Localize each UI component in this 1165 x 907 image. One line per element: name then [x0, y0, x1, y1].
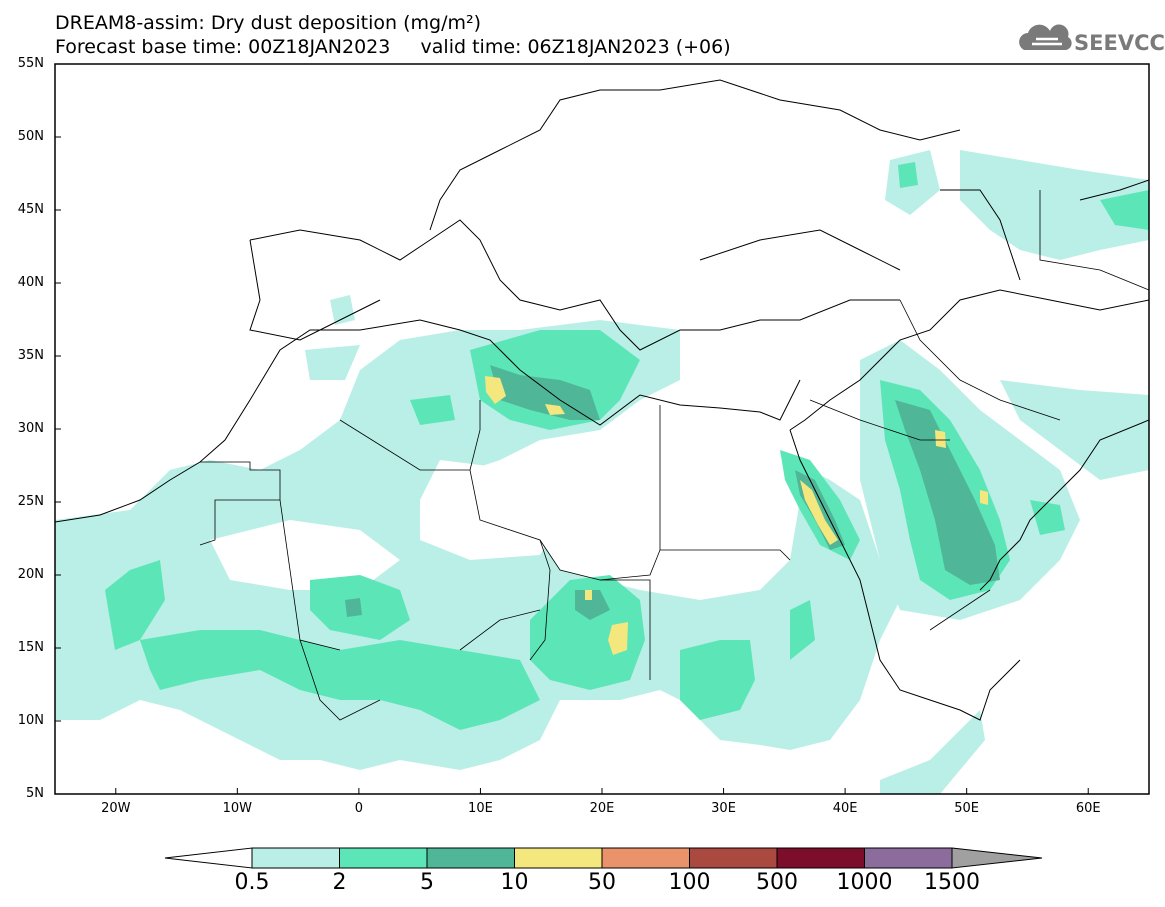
colorbar-level-label: 50 [588, 870, 616, 895]
lon-tick-label: 0 [354, 801, 364, 816]
valid-time: valid time: 06Z18JAN2023 (+06) [420, 36, 731, 58]
colorbar-level-label: 5 [420, 870, 434, 895]
dust-map [54, 63, 1150, 795]
map-title: DREAM8-assim: Dry dust deposition (mg/m²… [55, 12, 482, 34]
colorbar-swatch [514, 847, 603, 869]
lat-tick-label: 45N [17, 202, 44, 217]
colorbar-swatch [251, 847, 340, 869]
colorbar-swatch [426, 847, 515, 869]
lon-tick-label: 10W [222, 801, 253, 816]
coastlines [55, 79, 1149, 721]
dust-field [55, 79, 1149, 794]
lat-tick-label: 55N [17, 56, 44, 71]
colorbar-level-label: 500 [756, 870, 798, 895]
colorbar-level-label: 2 [332, 870, 347, 895]
dust-level-0-5 [55, 150, 1149, 794]
cloud-logo-icon [1019, 24, 1072, 50]
lat-tick-label: 25N [17, 494, 44, 509]
colorbar-level-label: 100 [668, 870, 711, 895]
lon-tick-label: 30E [711, 801, 736, 816]
colorbar-low-arrow [164, 847, 253, 869]
lon-tick-label: 10E [468, 801, 493, 816]
lon-tick-label: 20E [589, 801, 615, 816]
colorbar-swatch [689, 847, 778, 869]
base-time: Forecast base time: 00Z18JAN2023 [55, 36, 391, 58]
logo-text: SEEVCCC [1074, 31, 1165, 55]
colorbar-level-label: 1000 [836, 870, 893, 895]
colorbar [164, 847, 1043, 869]
lon-tick-label: 40E [832, 801, 858, 816]
colorbar-level-label: 0.5 [234, 870, 270, 895]
lon-tick-label: 60E [1075, 801, 1101, 816]
lat-tick-label: 10N [17, 713, 44, 728]
lat-tick-label: 20N [17, 567, 44, 582]
lat-tick-label: 40N [17, 275, 44, 290]
colorbar-swatch [601, 847, 690, 869]
colorbar-swatch [864, 847, 953, 869]
colorbar-swatch [339, 847, 428, 869]
colorbar-high-arrow [951, 847, 1043, 869]
lat-tick-label: 50N [17, 129, 44, 144]
colorbar-swatch [776, 847, 865, 869]
lon-tick-label: 50E [954, 801, 980, 816]
dust-level-10 [485, 376, 988, 655]
borders [199, 190, 1149, 721]
time-info: Forecast base time: 00Z18JAN2023 valid t… [55, 36, 731, 58]
colorbar-level-label: 1500 [924, 870, 980, 895]
lat-tick-label: 35N [17, 348, 44, 363]
lat-tick-label: 30N [17, 421, 44, 436]
lon-tick-label: 20W [101, 801, 131, 816]
lat-tick-label: 5N [26, 786, 44, 801]
lat-tick-label: 15N [17, 640, 44, 655]
colorbar-level-label: 10 [500, 870, 529, 895]
